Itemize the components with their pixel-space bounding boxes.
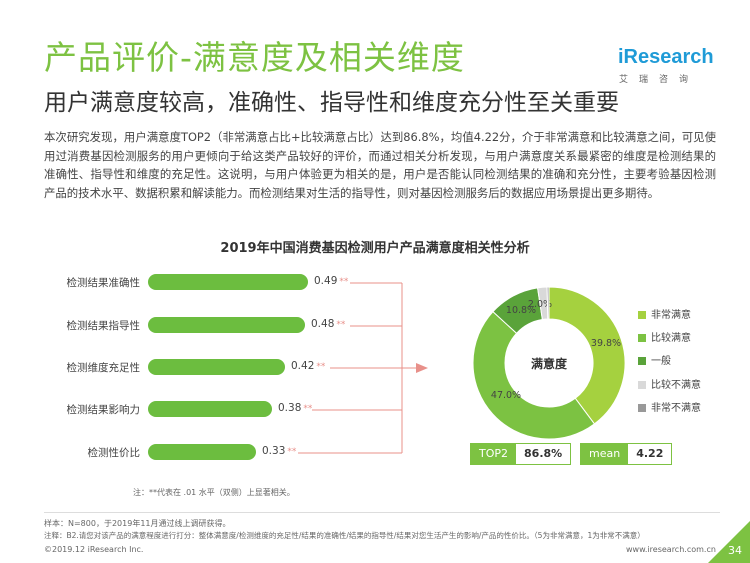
donut-slice bbox=[472, 310, 596, 440]
donut-slice-label: 10.8% bbox=[506, 305, 536, 316]
donut-slice bbox=[546, 286, 550, 320]
arrow-icon bbox=[416, 363, 428, 373]
kpi-top2: TOP2 86.8% bbox=[470, 443, 572, 465]
page-subtitle: 用户满意度较高，准确性、指导性和维度充分性至关重要 bbox=[44, 90, 619, 116]
donut-slice-label: 2.0% bbox=[528, 299, 552, 310]
logo-text: iResearch bbox=[618, 46, 714, 68]
chart-note: 注：**代表在 .01 水平（双侧）上显著相关。 bbox=[133, 488, 295, 497]
donut-slice-label: 47.0% bbox=[491, 390, 521, 401]
kpi-mean: mean 4.22 bbox=[580, 443, 673, 465]
logo-subtext: 艾瑞咨询 bbox=[619, 75, 700, 85]
page-title: 产品评价-满意度及相关维度 bbox=[44, 38, 465, 77]
kpi-mean-label: mean bbox=[581, 444, 629, 464]
intro-paragraph: 本次研究发现，用户满意度TOP2（非常满意占比+比较满意占比）达到86.8%，均… bbox=[44, 130, 716, 200]
copyright: ©2019.12 iResearch Inc. bbox=[44, 545, 144, 554]
chart-title: 2019年中国消费基因检测用户产品满意度相关性分析 bbox=[220, 241, 530, 256]
kpi-top2-label: TOP2 bbox=[471, 444, 517, 464]
iresearch-logo: iResearch 艾瑞咨询 bbox=[614, 44, 714, 85]
sample-note: 样本：N=800，于2019年11月通过线上调研获得。 bbox=[44, 519, 231, 528]
website-url: www.iresearch.com.cn bbox=[626, 545, 716, 554]
donut-slice-label: 39.8% bbox=[591, 338, 621, 349]
kpi-mean-value: 4.22 bbox=[628, 444, 672, 464]
page-corner-triangle bbox=[708, 521, 750, 563]
divider bbox=[44, 512, 720, 513]
satisfaction-donut-chart: 39.8% 47.0% 10.8%2.0% 满意度 bbox=[472, 286, 626, 440]
donut-center-label: 满意度 bbox=[531, 356, 568, 371]
page-number: 34 bbox=[728, 544, 742, 557]
donut-slice bbox=[548, 286, 626, 425]
kpi-top2-value: 86.8% bbox=[516, 444, 571, 464]
survey-note: 注释：B2.请您对该产品的满意程度进行打分：整体满意度/检测维度的充足性/结果的… bbox=[44, 531, 645, 540]
